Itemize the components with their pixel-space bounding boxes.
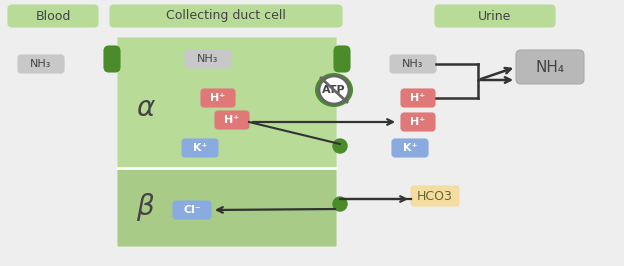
Text: HCO3: HCO3: [417, 189, 453, 202]
Text: α: α: [136, 94, 154, 122]
Circle shape: [333, 139, 347, 153]
FancyBboxPatch shape: [18, 55, 64, 73]
FancyBboxPatch shape: [8, 5, 98, 27]
Text: Blood: Blood: [36, 10, 71, 23]
Circle shape: [333, 197, 347, 211]
FancyBboxPatch shape: [118, 38, 336, 168]
FancyBboxPatch shape: [201, 89, 235, 107]
FancyBboxPatch shape: [390, 55, 436, 73]
Text: K⁺: K⁺: [403, 143, 417, 153]
FancyBboxPatch shape: [435, 5, 555, 27]
FancyBboxPatch shape: [516, 50, 584, 84]
FancyBboxPatch shape: [185, 50, 231, 68]
Text: NH₃: NH₃: [197, 54, 218, 64]
FancyBboxPatch shape: [182, 139, 218, 157]
Text: NH₄: NH₄: [535, 60, 565, 74]
FancyBboxPatch shape: [411, 186, 459, 206]
Text: NH₃: NH₃: [31, 59, 52, 69]
Text: H⁺: H⁺: [210, 93, 225, 103]
Text: H⁺: H⁺: [411, 93, 426, 103]
FancyBboxPatch shape: [104, 46, 120, 72]
FancyBboxPatch shape: [215, 111, 249, 129]
Ellipse shape: [319, 76, 349, 104]
Text: K⁺: K⁺: [193, 143, 207, 153]
Text: NH₃: NH₃: [402, 59, 424, 69]
Ellipse shape: [315, 73, 353, 107]
Text: ATP: ATP: [322, 85, 346, 95]
FancyBboxPatch shape: [401, 113, 435, 131]
Text: H⁺: H⁺: [225, 115, 240, 125]
Text: Urine: Urine: [479, 10, 512, 23]
Text: Cl⁻: Cl⁻: [183, 205, 201, 215]
Text: β: β: [136, 193, 154, 221]
FancyBboxPatch shape: [334, 46, 350, 72]
FancyBboxPatch shape: [110, 5, 342, 27]
FancyBboxPatch shape: [173, 201, 211, 219]
Text: H⁺: H⁺: [411, 117, 426, 127]
FancyBboxPatch shape: [118, 168, 336, 246]
FancyBboxPatch shape: [401, 89, 435, 107]
Text: Collecting duct cell: Collecting duct cell: [166, 10, 286, 23]
FancyBboxPatch shape: [392, 139, 428, 157]
